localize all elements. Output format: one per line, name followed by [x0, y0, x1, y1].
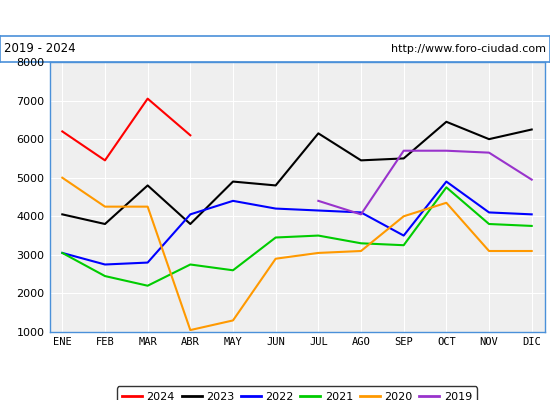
- Text: http://www.foro-ciudad.com: http://www.foro-ciudad.com: [390, 44, 546, 54]
- Legend: 2024, 2023, 2022, 2021, 2020, 2019: 2024, 2023, 2022, 2021, 2020, 2019: [117, 386, 477, 400]
- Text: Evolucion Nº Turistas Nacionales en el municipio de Quart de Poblet: Evolucion Nº Turistas Nacionales en el m…: [40, 11, 510, 25]
- Text: 2019 - 2024: 2019 - 2024: [4, 42, 76, 56]
